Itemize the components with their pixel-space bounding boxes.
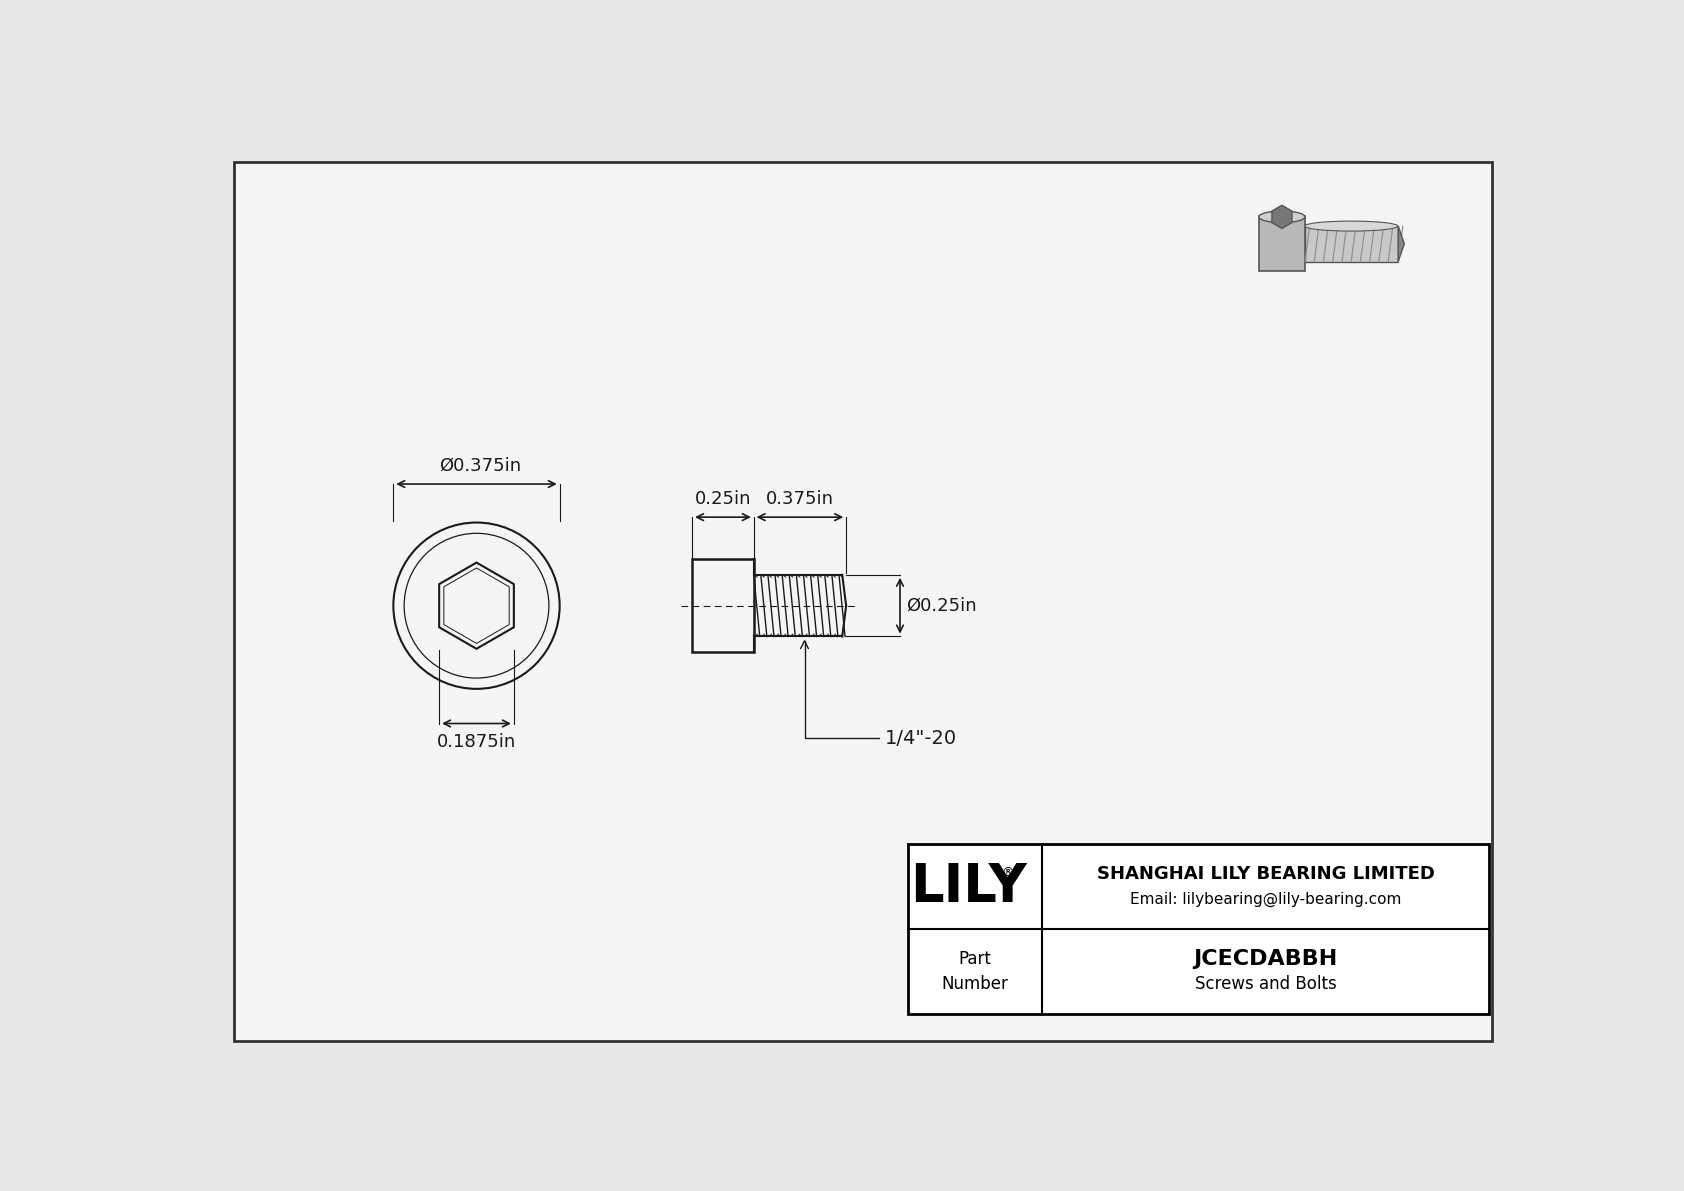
Text: Ø0.375in: Ø0.375in [440,457,522,475]
Text: 0.1875in: 0.1875in [436,732,515,750]
Polygon shape [1398,226,1404,262]
Text: 1/4"-20: 1/4"-20 [800,641,957,748]
Bar [908,844,1489,1014]
Text: SHANGHAI LILY BEARING LIMITED: SHANGHAI LILY BEARING LIMITED [1096,866,1435,884]
Text: Part
Number: Part Number [941,950,1009,993]
Ellipse shape [1260,211,1305,223]
Text: Email: lilybearing@lily-bearing.com: Email: lilybearing@lily-bearing.com [1130,891,1401,906]
Bar [1260,216,1305,270]
Text: ®: ® [1002,866,1014,879]
Bar [692,560,754,651]
Text: 0.25in: 0.25in [695,490,751,507]
Text: LILY: LILY [911,861,1027,912]
Text: 0.375in: 0.375in [766,490,834,507]
Bar [1305,226,1398,262]
Text: Screws and Bolts: Screws and Bolts [1196,974,1337,993]
Text: JCECDABBH: JCECDABBH [1194,949,1337,969]
Ellipse shape [1305,222,1398,231]
Text: Ø0.25in: Ø0.25in [906,597,977,615]
